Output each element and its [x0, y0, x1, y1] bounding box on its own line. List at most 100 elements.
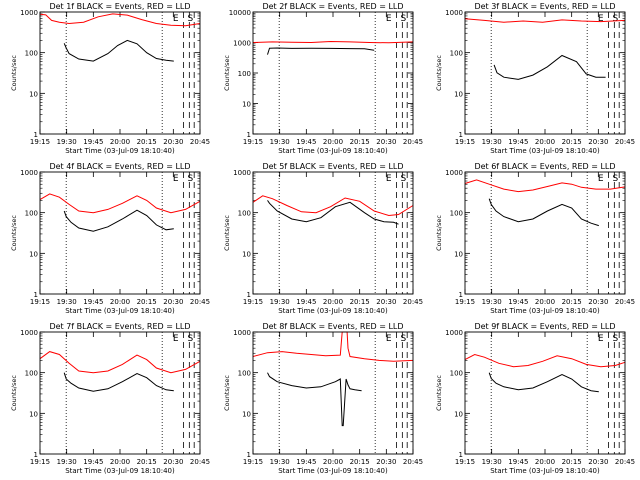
y-tick-label: 10	[242, 101, 251, 109]
chart-title: Det 7f BLACK = Events, RED = LLD	[49, 322, 190, 331]
series-line-red	[252, 40, 414, 44]
event-marker-s: S	[400, 14, 406, 24]
y-tick-label: 1	[34, 291, 38, 299]
chart-title: Det 5f BLACK = Events, RED = LLD	[262, 162, 403, 171]
chart-title: Det 4f BLACK = Events, RED = LLD	[49, 162, 190, 171]
x-tick-label: 19:30	[270, 138, 290, 146]
chart-panel-2: Det 2f BLACK = Events, RED = LLD 1 10 100 10…	[223, 2, 423, 155]
y-axis-label: Counts/sec	[435, 215, 443, 251]
chart-panel-4: Det 4f BLACK = Events, RED = LLD 1 10 100 10…	[10, 162, 210, 315]
x-tick-label: 20:45	[190, 298, 210, 306]
y-tick-label: 1	[34, 451, 38, 459]
x-tick-label: 20:00	[323, 458, 343, 466]
plot-frame	[39, 11, 201, 135]
x-axis-label: Start Time (03-Jul-09 18:10:40)	[278, 307, 388, 315]
y-axis-label: Counts/sec	[10, 55, 18, 91]
y-tick-label: 10	[242, 250, 251, 258]
x-tick-label: 19:15	[243, 298, 263, 306]
y-tick-label: 100	[238, 70, 251, 78]
x-tick-label: 20:30	[163, 138, 183, 146]
series-line-black	[493, 54, 606, 80]
x-tick-label: 20:00	[110, 298, 130, 306]
series-line-red	[252, 195, 414, 217]
x-tick-label: 19:30	[57, 298, 77, 306]
chart-title: Det 3f BLACK = Events, RED = LLD	[474, 2, 615, 11]
chart-panel-6: Det 6f BLACK = Events, RED = LLD 1 10 100 10…	[435, 162, 635, 315]
y-tick-label: 1000	[233, 40, 251, 48]
x-tick-label: 20:45	[190, 138, 210, 146]
series-line-black	[267, 200, 399, 225]
series-line-black	[63, 39, 174, 62]
x-tick-label: 20:30	[588, 298, 608, 306]
x-axis-label: Start Time (03-Jul-09 18:10:40)	[278, 147, 388, 155]
x-tick-label: 20:15	[137, 298, 157, 306]
event-marker-e: E	[173, 334, 179, 344]
chart-title: Det 9f BLACK = Events, RED = LLD	[474, 322, 615, 331]
plot-frame	[464, 11, 626, 135]
x-tick-label: 20:00	[535, 298, 555, 306]
y-tick-label: 100	[450, 370, 463, 378]
y-tick-label: 1	[459, 451, 463, 459]
x-tick-label: 20:45	[615, 138, 635, 146]
y-tick-label: 100	[238, 210, 251, 218]
x-axis-label: Start Time (03-Jul-09 18:10:40)	[490, 147, 600, 155]
plot-frame	[39, 171, 201, 295]
y-axis-label: Counts/sec	[435, 55, 443, 91]
chart-panel-3: Det 3f BLACK = Events, RED = LLD 1 10 100 10…	[435, 2, 635, 155]
event-marker-e: E	[598, 334, 604, 344]
x-axis-label: Start Time (03-Jul-09 18:10:40)	[65, 307, 175, 315]
event-marker-e: E	[386, 14, 392, 24]
y-tick-label: 10000	[229, 9, 251, 17]
chart-panel-8: Det 8f BLACK = Events, RED = LLD 1 10 100 10…	[223, 322, 423, 475]
x-tick-label: 19:45	[83, 458, 103, 466]
x-tick-label: 19:45	[508, 138, 528, 146]
x-tick-label: 20:30	[588, 458, 608, 466]
x-tick-label: 19:15	[455, 138, 475, 146]
x-tick-label: 19:30	[270, 298, 290, 306]
series-line-red	[39, 193, 201, 214]
x-tick-label: 20:00	[110, 138, 130, 146]
y-tick-label: 1000	[20, 329, 38, 337]
x-tick-label: 20:45	[403, 458, 423, 466]
y-tick-label: 10	[29, 410, 38, 418]
x-tick-label: 19:45	[296, 298, 316, 306]
series-line-black	[267, 47, 375, 55]
x-tick-label: 20:00	[535, 458, 555, 466]
x-tick-label: 20:45	[403, 138, 423, 146]
x-tick-label: 20:45	[615, 458, 635, 466]
y-axis-label: Counts/sec	[223, 55, 231, 91]
chart-panel-9: Det 9f BLACK = Events, RED = LLD 1 10 100 10…	[435, 322, 635, 475]
y-tick-label: 10	[454, 410, 463, 418]
x-tick-label: 19:45	[83, 298, 103, 306]
x-tick-label: 20:00	[535, 138, 555, 146]
y-axis-label: Counts/sec	[223, 375, 231, 411]
y-tick-label: 100	[450, 210, 463, 218]
chart-panel-7: Det 7f BLACK = Events, RED = LLD 1 10 100 10…	[10, 322, 210, 475]
event-marker-s: S	[612, 174, 618, 184]
x-tick-label: 20:15	[562, 138, 582, 146]
x-tick-label: 20:00	[323, 138, 343, 146]
y-tick-label: 100	[25, 210, 38, 218]
event-marker-e: E	[386, 334, 392, 344]
x-tick-label: 19:45	[83, 138, 103, 146]
event-marker-s: S	[612, 14, 618, 24]
y-tick-label: 1	[247, 291, 251, 299]
event-marker-e: E	[173, 174, 179, 184]
series-line-black	[63, 209, 174, 232]
x-tick-label: 19:45	[296, 458, 316, 466]
x-axis-label: Start Time (03-Jul-09 18:10:40)	[490, 467, 600, 475]
event-marker-s: S	[400, 174, 406, 184]
chart-panel-5: Det 5f BLACK = Events, RED = LLD 1 10 100 10…	[223, 162, 423, 315]
x-tick-label: 20:00	[323, 298, 343, 306]
y-tick-label: 1000	[20, 169, 38, 177]
y-tick-label: 1000	[445, 169, 463, 177]
chart-title: Det 6f BLACK = Events, RED = LLD	[474, 162, 615, 171]
plot-frame	[252, 171, 414, 295]
y-tick-label: 100	[238, 370, 251, 378]
y-tick-label: 10	[454, 90, 463, 98]
x-tick-label: 20:15	[350, 458, 370, 466]
y-tick-label: 10	[29, 250, 38, 258]
y-axis-label: Counts/sec	[223, 215, 231, 251]
event-marker-e: E	[386, 174, 392, 184]
